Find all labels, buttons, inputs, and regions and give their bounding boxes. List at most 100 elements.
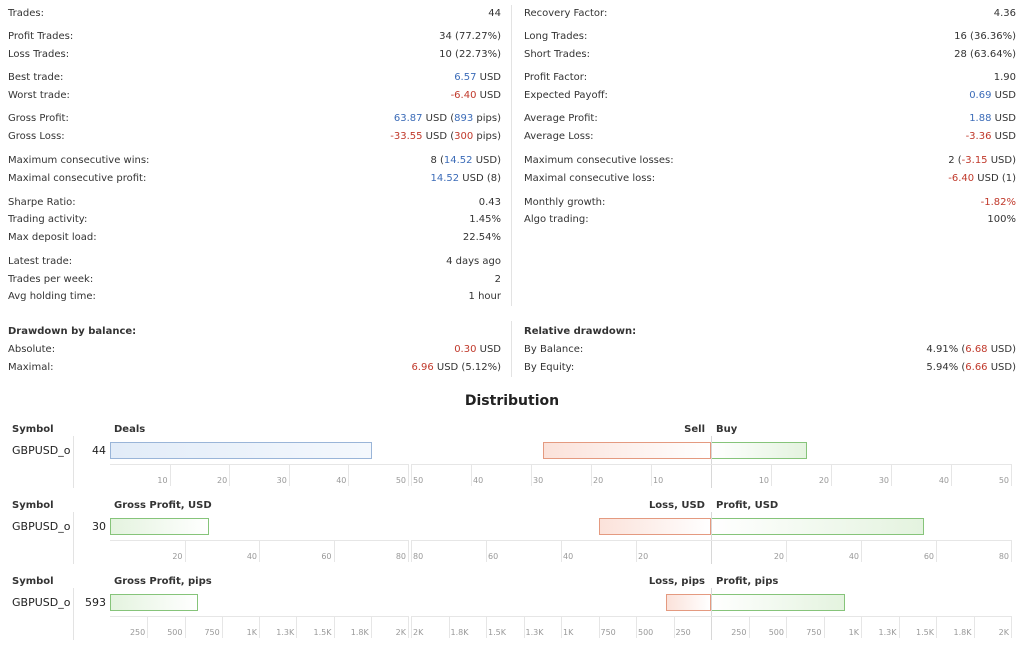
negative-axis-tick-label: 10	[653, 476, 664, 485]
negative-axis-tick	[561, 616, 562, 638]
value-part: -3.36	[965, 131, 992, 142]
stat-value: -3.36 USD	[966, 130, 1016, 144]
right-axis	[411, 540, 1011, 541]
negative-header: Loss, USD	[648, 500, 705, 511]
value-part: 0.30	[454, 344, 477, 355]
stat-row: Profit Trades: 34 (77.27%)	[8, 30, 501, 44]
negative-axis-tick	[561, 540, 562, 562]
stat-label: Average Loss:	[524, 131, 594, 142]
value-part: 6.66	[965, 362, 988, 373]
negative-axis-tick	[486, 616, 487, 638]
stat-value: 4.36	[994, 7, 1016, 21]
value-part: 14.52	[430, 173, 460, 184]
value-part: 28 (63.64%)	[954, 49, 1016, 60]
left-bar	[110, 518, 210, 535]
value-part: 8 (	[430, 155, 444, 166]
left-axis-tick-label: 30	[276, 476, 287, 485]
negative-axis-tick	[411, 540, 412, 562]
zero-line	[711, 436, 712, 488]
stat-label: Short Trades:	[524, 49, 590, 60]
value-part: 0.69	[969, 90, 992, 101]
stat-label: Recovery Factor:	[524, 8, 608, 19]
value-part: USD	[476, 90, 501, 101]
value-part: USD (5.12%)	[433, 362, 501, 373]
stat-value: 6.57 USD	[454, 71, 501, 85]
stat-label: Loss Trades:	[8, 49, 70, 60]
stat-label: Worst trade:	[8, 90, 70, 101]
stat-row: Algo trading: 100%	[524, 213, 1016, 227]
value-part: 5.94% (	[926, 362, 966, 373]
positive-axis-tick	[861, 616, 862, 638]
positive-axis-tick-label: 10	[758, 476, 769, 485]
stat-label: Maximum consecutive wins:	[8, 155, 150, 166]
value-part: 300	[454, 131, 474, 142]
positive-axis-tick	[1011, 540, 1012, 562]
stat-value: 100%	[987, 213, 1016, 227]
left-axis-tick-label: 60	[321, 552, 332, 561]
stat-row: Max deposit load: 22.54%	[8, 231, 501, 245]
value-part: USD	[476, 72, 501, 83]
stat-row: Sharpe Ratio: 0.43	[8, 196, 501, 210]
positive-axis-tick-label: 250	[731, 628, 747, 637]
symbol-value: 30	[92, 520, 106, 533]
value-part: USD	[476, 344, 501, 355]
stat-row: Gross Profit: 63.87 USD (893 pips)	[8, 112, 501, 126]
stat-value: 22.54%	[463, 231, 501, 245]
value-part: 100%	[987, 214, 1016, 225]
left-axis-tick	[408, 540, 409, 562]
value-part: 6.68	[965, 344, 988, 355]
distribution-title: Distribution	[464, 393, 560, 409]
stat-value: 44	[488, 7, 501, 21]
negative-axis-tick	[448, 616, 450, 638]
left-axis-tick	[408, 464, 409, 486]
value-part: 22.54%	[462, 232, 501, 243]
value-part: -1.82%	[980, 197, 1016, 208]
value-part: 63.87	[393, 113, 423, 124]
negative-bar	[543, 442, 711, 459]
positive-axis-tick-label: 40	[848, 552, 859, 561]
negative-axis-tick-label: 1.8K	[450, 628, 469, 637]
left-axis-tick	[296, 616, 298, 638]
drawdown-label: By Equity:	[524, 362, 575, 373]
value-part: 1.90	[993, 72, 1016, 83]
drawdown-label: Absolute:	[8, 344, 56, 355]
stat-label: Trading activity:	[8, 214, 88, 225]
negative-axis-tick	[673, 616, 675, 638]
value-part: 1.88	[969, 113, 992, 124]
stat-value: -33.55 USD (300 pips)	[390, 130, 501, 144]
negative-axis-tick-label: 40	[473, 476, 484, 485]
positive-axis-tick-label: 750	[806, 628, 822, 637]
left-axis-tick-label: 20	[217, 476, 228, 485]
negative-axis-tick-label: 20	[593, 476, 604, 485]
left-axis-tick-label: 1.5K	[313, 628, 332, 637]
symbol-column-divider	[73, 512, 74, 564]
value-part: pips)	[473, 113, 501, 124]
stat-row: Short Trades: 28 (63.64%)	[524, 48, 1016, 62]
stat-label: Avg holding time:	[8, 291, 96, 302]
drawdown-row: Absolute: 0.30 USD	[8, 343, 501, 357]
left-axis-tick	[348, 464, 350, 486]
stat-value: 1.90	[994, 71, 1016, 85]
positive-axis-tick	[831, 464, 832, 486]
stat-row: Maximum consecutive wins: 8 (14.52 USD)	[8, 154, 501, 168]
value-part: 6.57	[454, 72, 477, 83]
stat-label: Trades:	[8, 8, 44, 19]
stat-label: Gross Loss:	[8, 131, 65, 142]
stat-row: Trades: 44	[8, 7, 501, 21]
stat-value: -1.82%	[981, 196, 1016, 210]
left-axis-tick	[147, 616, 149, 638]
value-part: 16 (36.36%)	[954, 31, 1016, 42]
symbol-value: 44	[92, 444, 106, 457]
left-axis-tick	[370, 616, 372, 638]
stat-row: Long Trades: 16 (36.36%)	[524, 30, 1016, 44]
positive-bar	[711, 518, 924, 535]
value-part: 0.43	[478, 197, 501, 208]
symbol-header: Symbol	[12, 576, 54, 587]
negative-axis-tick	[471, 464, 472, 486]
stat-value: 0.69 USD	[969, 89, 1016, 103]
positive-bar	[711, 594, 845, 611]
stat-row: Trading activity: 1.45%	[8, 213, 501, 227]
symbol-header: Symbol	[12, 424, 54, 435]
left-axis-tick	[333, 540, 335, 562]
left-axis-tick	[259, 616, 260, 638]
